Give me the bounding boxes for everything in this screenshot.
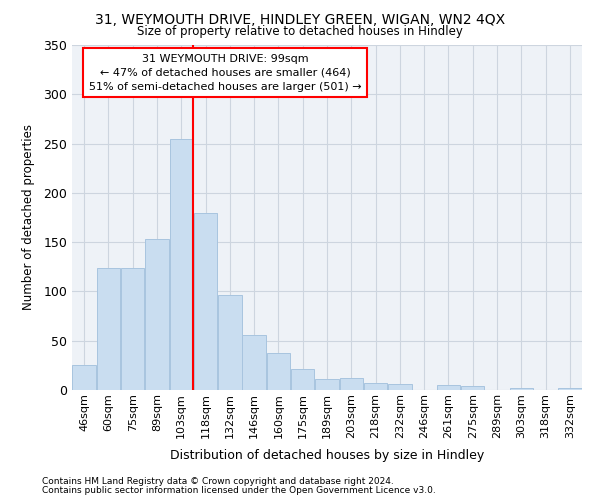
Bar [194,212,217,390]
Bar [558,388,581,390]
Y-axis label: Number of detached properties: Number of detached properties [22,124,35,310]
Text: Size of property relative to detached houses in Hindley: Size of property relative to detached ho… [137,25,463,38]
Bar [97,268,120,390]
Bar [509,388,533,390]
Bar [315,379,339,390]
Bar [340,378,363,390]
Bar [461,386,484,390]
Bar [73,366,96,390]
Bar [121,268,145,390]
Bar [242,335,266,390]
Bar [266,352,290,390]
Bar [388,384,412,390]
Bar [170,138,193,390]
Bar [364,383,388,390]
Bar [437,385,460,390]
Bar [145,239,169,390]
Text: 31, WEYMOUTH DRIVE, HINDLEY GREEN, WIGAN, WN2 4QX: 31, WEYMOUTH DRIVE, HINDLEY GREEN, WIGAN… [95,12,505,26]
Text: 31 WEYMOUTH DRIVE: 99sqm
← 47% of detached houses are smaller (464)
51% of semi-: 31 WEYMOUTH DRIVE: 99sqm ← 47% of detach… [89,54,361,92]
Text: Contains public sector information licensed under the Open Government Licence v3: Contains public sector information licen… [42,486,436,495]
Bar [218,296,242,390]
Text: Contains HM Land Registry data © Crown copyright and database right 2024.: Contains HM Land Registry data © Crown c… [42,477,394,486]
X-axis label: Distribution of detached houses by size in Hindley: Distribution of detached houses by size … [170,449,484,462]
Bar [291,370,314,390]
